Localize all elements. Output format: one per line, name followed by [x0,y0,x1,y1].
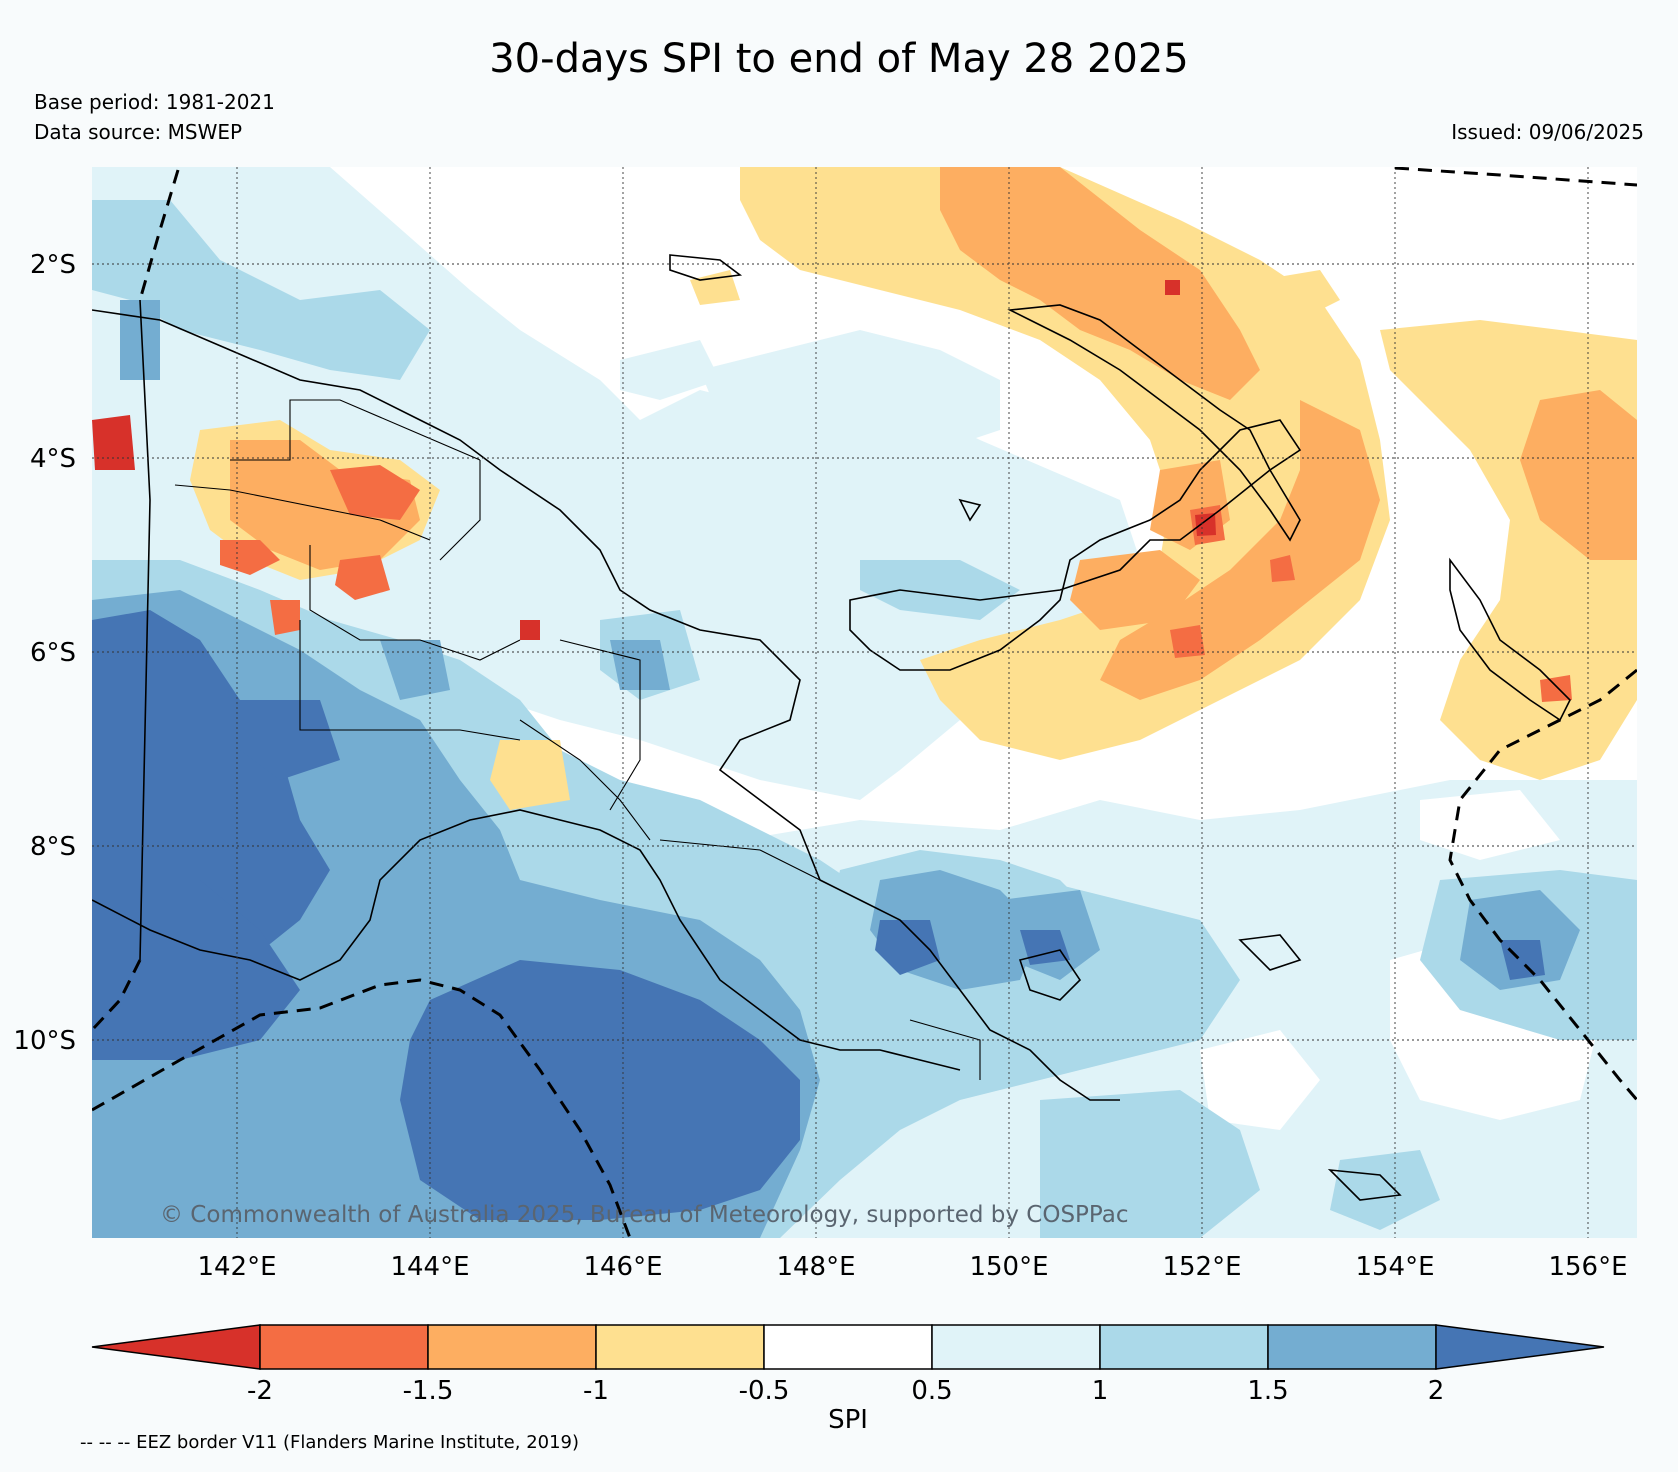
colorbar-tick: 1.5 [1247,1376,1288,1406]
lat-label: 10°S [13,1026,76,1056]
colorbar-tick: -2 [247,1376,273,1406]
colorbar-tick: -0.5 [739,1376,790,1406]
issued-date: Issued: 09/06/2025 [1451,120,1644,144]
eez-note: -- -- -- EEZ border V11 (Flanders Marine… [80,1432,580,1453]
spi-region-neg2-neg1.5 [330,465,420,520]
graticule [92,167,1637,1238]
colorbar-bin [427,1324,597,1370]
colorbar-bin [1099,1324,1269,1370]
colorbar-tick: 1 [1092,1376,1109,1406]
colorbar: -2 -1.5 -1 -0.5 0.5 1 1.5 2 SPI [91,1324,1605,1435]
lat-label: 2°S [30,250,76,280]
lon-label: 156°E [1548,1252,1627,1282]
colorbar-tick: -1.5 [403,1376,454,1406]
longitude-labels: 142°E 144°E 146°E 148°E 150°E 152°E 154°… [197,1252,1627,1282]
colorbar-bin [259,1324,429,1370]
colorbar-tick: 2 [1428,1376,1445,1406]
base-period: Base period: 1981-2021 [34,90,275,114]
data-source: Data source: MSWEP [34,120,243,144]
spi-region-1-1.5 [92,200,430,380]
eez-borders [92,167,1637,1238]
lon-label: 154°E [1355,1252,1434,1282]
spi-region-neg1.5-neg1 [940,167,1260,400]
province-borders [174,399,981,1080]
lon-label: 148°E [776,1252,855,1282]
lat-label: 8°S [30,832,76,862]
colorbar-label: SPI [828,1405,868,1435]
map-title: 30-days SPI to end of May 28 2025 [489,36,1189,82]
copyright-text: © Commonwealth of Australia 2025, Bureau… [160,1202,1129,1228]
colorbar-tick: 0.5 [911,1376,952,1406]
colorbar-extend-high [1435,1324,1605,1370]
colorbar-bin [1267,1324,1437,1370]
colorbar-bin [595,1324,765,1370]
map-field: © Commonwealth of Australia 2025, Bureau… [92,167,1637,1238]
colorbar-tick: -1 [583,1376,609,1406]
lat-label: 4°S [30,444,76,474]
lon-label: 150°E [969,1252,1048,1282]
coastlines [92,254,1571,1201]
lon-label: 146°E [583,1252,662,1282]
latitude-labels: 2°S 4°S 6°S 8°S 10°S [13,250,76,1056]
lon-label: 142°E [197,1252,276,1282]
lat-label: 6°S [30,638,76,668]
colorbar-bin [763,1324,933,1370]
lon-label: 144°E [390,1252,469,1282]
spi-region-below-2 [92,415,135,470]
lon-label: 152°E [1162,1252,1241,1282]
colorbar-extend-low [91,1324,261,1370]
colorbar-bin [931,1324,1101,1370]
